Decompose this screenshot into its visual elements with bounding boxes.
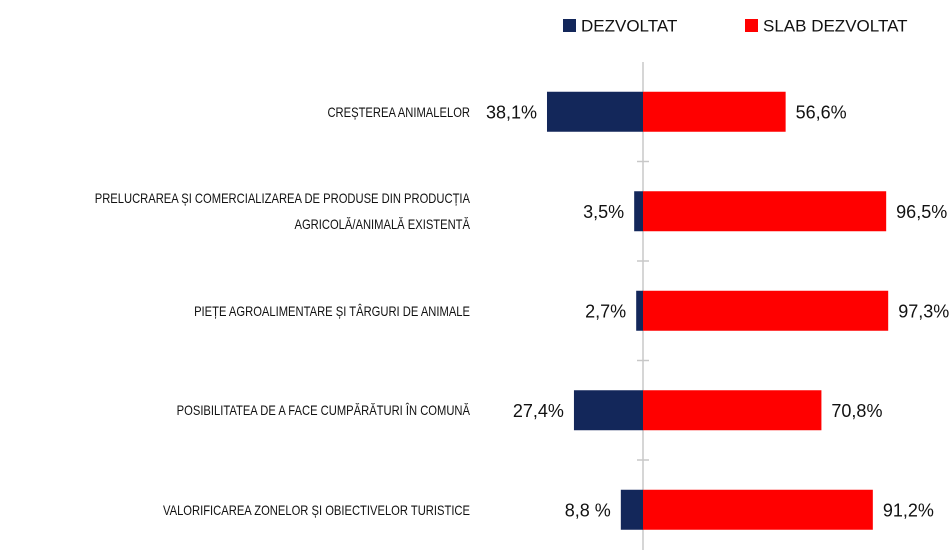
bar xyxy=(546,91,643,132)
value-label: 70,8% xyxy=(831,401,882,421)
value-label: 96,5% xyxy=(896,202,947,222)
legend-swatch xyxy=(563,19,576,32)
category-label: PRELUCRAREA ȘI COMERCIALIZAREA DE PRODUS… xyxy=(94,190,470,233)
legend-label: SLAB DEZVOLTAT xyxy=(763,16,908,35)
value-label: 3,5% xyxy=(583,202,624,222)
category-label: POSIBILITATEA DE A FACE CUMPĂRĂTURI ÎN C… xyxy=(176,402,470,419)
category-label: VALORIFICAREA ZONELOR ȘI OBIECTIVELOR TU… xyxy=(162,501,470,518)
bar xyxy=(636,290,643,331)
category-label: CREȘTEREA ANIMALELOR xyxy=(327,103,470,120)
value-label: 2,7% xyxy=(585,302,626,322)
bar xyxy=(643,390,822,431)
value-label: 91,2% xyxy=(883,501,934,521)
bar xyxy=(620,489,643,530)
value-label: 56,6% xyxy=(796,103,847,123)
legend-swatch xyxy=(745,19,758,32)
bar xyxy=(643,191,887,232)
bar xyxy=(643,489,873,530)
legend-label: DEZVOLTAT xyxy=(581,16,677,35)
value-label: 27,4% xyxy=(513,401,564,421)
bar xyxy=(634,191,643,232)
value-label: 38,1% xyxy=(486,103,537,123)
value-label: 97,3% xyxy=(898,302,949,322)
category-label: PIEȚE AGROALIMENTARE ȘI TÂRGURI DE ANIMA… xyxy=(194,302,470,319)
bar xyxy=(643,91,786,132)
value-label: 8,8 % xyxy=(565,501,611,521)
bar xyxy=(643,290,889,331)
bar xyxy=(573,390,643,431)
